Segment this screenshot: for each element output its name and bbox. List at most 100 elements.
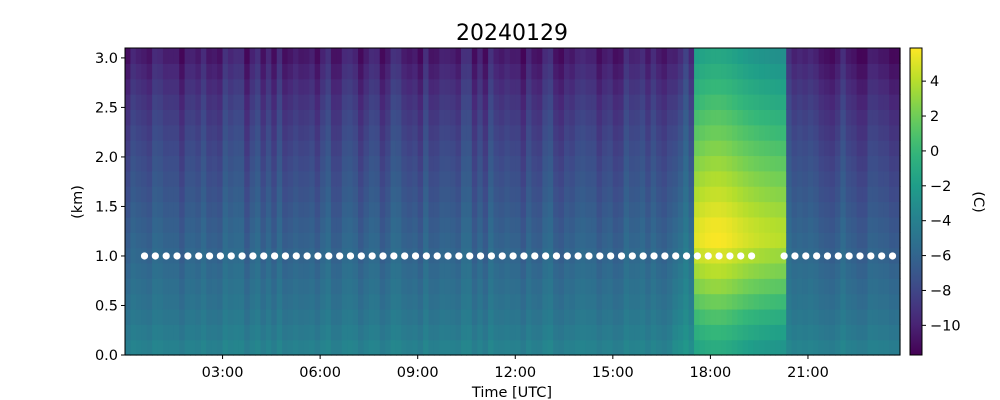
heatmap-cell <box>780 339 787 356</box>
heatmap-cell <box>195 232 202 249</box>
heatmap-cell <box>731 232 739 249</box>
heatmap-cell <box>406 308 413 325</box>
heatmap-cell <box>493 155 500 172</box>
heatmap-cell <box>244 140 251 157</box>
heatmap-cell <box>580 109 587 126</box>
heatmap-cell <box>824 278 831 295</box>
heatmap-cell <box>488 94 495 110</box>
heatmap-cell <box>374 201 381 218</box>
heatmap-cell <box>742 278 749 295</box>
heatmap-cell <box>471 140 478 157</box>
heatmap-cell <box>238 109 245 126</box>
heatmap-cell <box>401 293 408 310</box>
heatmap-cell <box>509 278 516 295</box>
heatmap-cell <box>585 293 592 310</box>
heatmap-cell <box>455 63 462 80</box>
heatmap-cell <box>200 216 207 233</box>
heatmap-cell <box>688 324 695 341</box>
heatmap-cell <box>271 324 278 341</box>
heatmap-cell <box>683 124 690 141</box>
heatmap-cell <box>721 216 728 233</box>
heatmap-cell <box>320 140 327 157</box>
heatmap-cell <box>553 278 560 295</box>
heatmap-cell <box>786 124 793 141</box>
heatmap-cell <box>152 155 159 172</box>
heatmap-cell <box>179 308 186 325</box>
heatmap-cell <box>612 232 619 249</box>
heatmap-cell <box>233 262 240 279</box>
heatmap-cell <box>639 186 646 203</box>
heatmap-cell <box>531 48 538 64</box>
heatmap-cell <box>721 109 728 126</box>
heatmap-cell <box>818 186 825 203</box>
heatmap-cell <box>141 262 148 279</box>
heatmap-cell <box>249 186 256 203</box>
heatmap-cell <box>574 324 581 341</box>
heatmap-cell <box>433 201 440 218</box>
heatmap-cell <box>276 216 283 233</box>
heatmap-cell <box>536 170 543 187</box>
heatmap-cell <box>829 124 836 141</box>
heatmap-cell <box>585 278 592 295</box>
heatmap-cell <box>358 186 365 203</box>
heatmap-cell <box>531 109 538 126</box>
heatmap-cell <box>162 293 169 310</box>
heatmap-cell <box>591 124 598 141</box>
heatmap-cell <box>818 324 825 341</box>
heatmap-cell <box>152 78 159 95</box>
heatmap-cell <box>125 278 132 295</box>
heatmap-cell <box>417 308 424 325</box>
heatmap-cell <box>520 109 527 126</box>
heatmap-cell <box>666 324 673 341</box>
heatmap-cell <box>862 48 869 64</box>
heatmap-cell <box>423 109 430 126</box>
heatmap-cell <box>428 201 435 218</box>
heatmap-cell <box>894 170 901 187</box>
heatmap-cell <box>461 308 468 325</box>
heatmap-cell <box>618 155 625 172</box>
heatmap-cell <box>710 308 717 325</box>
heatmap-cell <box>195 109 202 126</box>
heatmap-cell <box>710 186 717 203</box>
heatmap-cell <box>347 262 354 279</box>
heatmap-cell <box>482 48 489 64</box>
heatmap-cell <box>672 186 679 203</box>
heatmap-cell <box>813 78 820 95</box>
heatmap-cell <box>867 94 874 110</box>
heatmap-cell <box>488 124 495 141</box>
heatmap-cell <box>704 78 711 95</box>
heatmap-cell <box>314 48 321 64</box>
heatmap-cell <box>488 308 495 325</box>
heatmap-cell <box>157 232 164 249</box>
heatmap-cell <box>715 278 722 295</box>
heatmap-cell <box>878 140 885 157</box>
heatmap-cell <box>759 324 766 341</box>
heatmap-cell <box>829 216 836 233</box>
heatmap-cell <box>769 155 776 172</box>
heatmap-cell <box>574 48 581 64</box>
heatmap-cell <box>840 278 847 295</box>
heatmap-cell <box>179 201 186 218</box>
heatmap-cell <box>504 94 511 110</box>
heatmap-cell <box>607 48 614 64</box>
heatmap-cell <box>227 155 234 172</box>
heatmap-cell <box>802 308 809 325</box>
heatmap-cell <box>536 48 543 64</box>
heatmap-cell <box>184 109 191 126</box>
heatmap-cell <box>704 232 711 249</box>
heatmap-cell <box>547 170 554 187</box>
heatmap-cell <box>661 324 668 341</box>
heatmap-cell <box>461 78 468 95</box>
heatmap-cell <box>509 78 516 95</box>
heatmap-cell <box>867 216 874 233</box>
heatmap-cell <box>601 155 608 172</box>
heatmap-cell <box>639 201 646 218</box>
heatmap-cell <box>883 339 890 356</box>
heatmap-cell <box>818 201 825 218</box>
heatmap-cell <box>737 339 744 356</box>
heatmap-cell <box>444 201 451 218</box>
heatmap-cell <box>287 63 294 80</box>
heatmap-cell <box>824 170 831 187</box>
heatmap-cell <box>222 324 229 341</box>
heatmap-cell <box>650 339 657 356</box>
